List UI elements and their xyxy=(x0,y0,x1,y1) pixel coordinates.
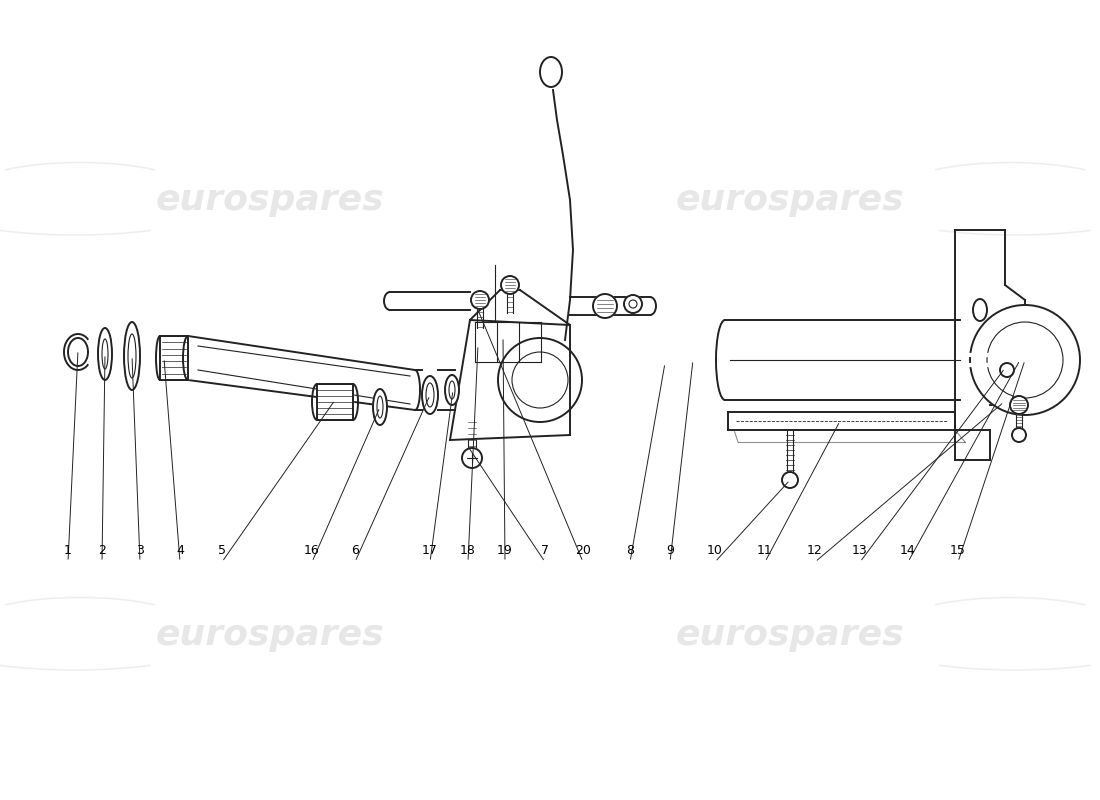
Text: 18: 18 xyxy=(460,543,476,557)
Text: eurospares: eurospares xyxy=(156,618,384,652)
Text: 20: 20 xyxy=(575,543,591,557)
Text: 6: 6 xyxy=(351,543,359,557)
Ellipse shape xyxy=(974,299,987,321)
Text: 10: 10 xyxy=(707,543,723,557)
Ellipse shape xyxy=(124,322,140,390)
Text: 9: 9 xyxy=(667,543,674,557)
Circle shape xyxy=(629,300,637,308)
Text: eurospares: eurospares xyxy=(675,183,904,217)
Ellipse shape xyxy=(128,334,136,378)
Ellipse shape xyxy=(377,396,383,418)
Circle shape xyxy=(1012,428,1026,442)
Circle shape xyxy=(462,448,482,468)
Circle shape xyxy=(471,291,490,309)
Ellipse shape xyxy=(422,376,438,414)
Bar xyxy=(160,336,188,380)
Text: 2: 2 xyxy=(98,543,106,557)
Text: 17: 17 xyxy=(422,543,438,557)
Text: 16: 16 xyxy=(304,543,320,557)
Text: eurospares: eurospares xyxy=(156,183,384,217)
Bar xyxy=(728,412,955,430)
Text: 8: 8 xyxy=(626,543,634,557)
Circle shape xyxy=(782,472,797,488)
Ellipse shape xyxy=(102,339,108,369)
Text: 14: 14 xyxy=(900,543,916,557)
Ellipse shape xyxy=(426,383,434,407)
Circle shape xyxy=(498,338,582,422)
Circle shape xyxy=(500,276,519,294)
Ellipse shape xyxy=(449,381,455,399)
Text: 1: 1 xyxy=(64,543,72,557)
Text: 11: 11 xyxy=(757,543,773,557)
Circle shape xyxy=(970,305,1080,415)
Circle shape xyxy=(593,294,617,318)
Bar xyxy=(317,384,353,420)
Text: 5: 5 xyxy=(218,543,226,557)
Circle shape xyxy=(1010,396,1028,414)
Ellipse shape xyxy=(540,57,562,87)
Ellipse shape xyxy=(373,389,387,425)
Text: 15: 15 xyxy=(950,543,966,557)
Text: eurospares: eurospares xyxy=(675,618,904,652)
Circle shape xyxy=(512,352,568,408)
Text: 19: 19 xyxy=(497,543,513,557)
Circle shape xyxy=(1000,363,1014,377)
Circle shape xyxy=(624,295,642,313)
Circle shape xyxy=(987,322,1063,398)
Text: 13: 13 xyxy=(852,543,868,557)
Text: 3: 3 xyxy=(136,543,144,557)
Text: 4: 4 xyxy=(176,543,184,557)
Ellipse shape xyxy=(446,375,459,405)
Text: 7: 7 xyxy=(541,543,549,557)
Text: 12: 12 xyxy=(807,543,823,557)
Ellipse shape xyxy=(98,328,112,380)
Bar xyxy=(317,384,353,420)
Bar xyxy=(160,336,188,380)
